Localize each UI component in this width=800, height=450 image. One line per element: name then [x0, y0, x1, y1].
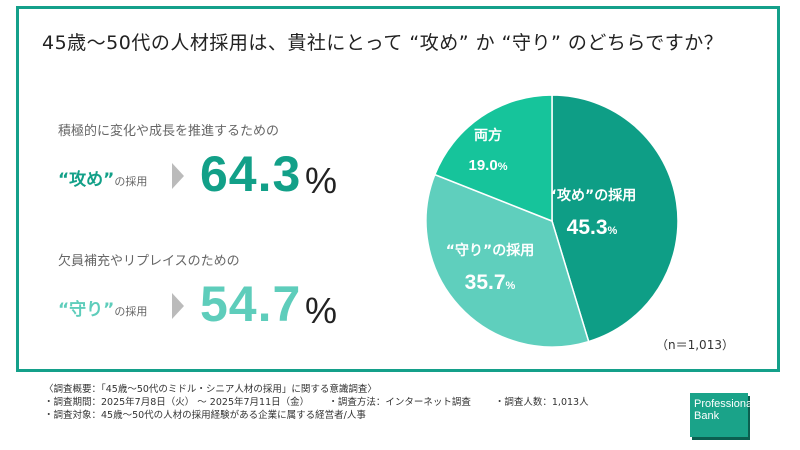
pie-slice-value: 35.7% — [465, 271, 516, 294]
professional-bank-logo: Professional Bank — [690, 393, 755, 437]
survey-target: ・調査対象：45歳〜50代の人材の採用経験がある企業に属する経営者/人事 — [44, 410, 366, 421]
survey-overview: 〈調査概要：「45歳〜50代のミドル・シニア人材の採用」に関する意識調査〉 — [44, 384, 377, 395]
defense-value: 54.7 — [200, 276, 302, 332]
pie-slice-label: “守り”の採用 — [446, 242, 534, 259]
offense-value: 64.3 — [200, 146, 302, 202]
pie-slice — [425, 173, 590, 348]
defense-unit: % — [305, 290, 338, 331]
defense-label-text: “守り” — [58, 300, 115, 320]
defense-label: “守り”の採用 — [58, 295, 147, 320]
defense-description: 欠員補充やリプレイスのための — [58, 254, 240, 269]
pie-slice — [551, 94, 679, 343]
arrow-icon — [172, 163, 184, 189]
offense-label-suffix: の採用 — [114, 175, 148, 188]
survey-period: ・調査期間：2025年7月8日（火） 〜 2025年7月11日（金） — [44, 397, 305, 408]
offense-label-text: “攻め” — [58, 170, 115, 190]
sample-size-note: （n＝1,013） — [656, 338, 734, 352]
defense-label-suffix: の採用 — [114, 305, 148, 318]
offense-description: 積極的に変化や成長を推進するための — [58, 124, 280, 139]
page-title: 45歳〜50代の人材採用は、貴社にとって “攻め” か “守り” のどちらですか… — [42, 32, 724, 54]
offense-label: “攻め”の採用 — [58, 165, 147, 190]
pie-slice-label: “攻め”の採用 — [548, 187, 636, 204]
pie-slice-value: 45.3% — [567, 216, 618, 239]
survey-footer: 〈調査概要：「45歳〜50代のミドル・シニア人材の採用」に関する意識調査〉 ・調… — [44, 383, 613, 422]
survey-count: ・調査人数：1,013人 — [494, 397, 589, 408]
pie-slice — [433, 94, 553, 223]
survey-method: ・調査方法：インターネット調査 — [328, 397, 471, 408]
offense-unit: % — [305, 160, 338, 201]
arrow-icon — [172, 293, 184, 319]
pie-slice-value: 19.0% — [469, 157, 508, 174]
pie-slice-label: 両方 — [474, 127, 502, 144]
card-frame — [16, 6, 780, 372]
